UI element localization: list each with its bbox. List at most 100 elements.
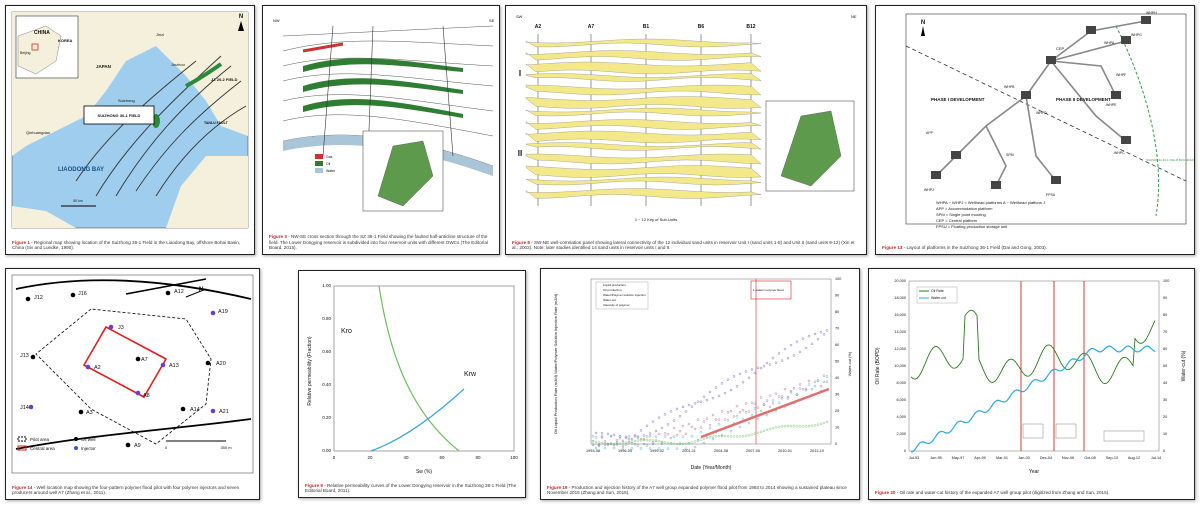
- data-point: [639, 429, 643, 432]
- data-point: [615, 439, 619, 442]
- data-point: [714, 418, 718, 421]
- data-point: [756, 366, 760, 369]
- data-point: [678, 442, 682, 446]
- data-point: [708, 427, 712, 430]
- caption: Figure 20 - Oil rate and water-cut histo…: [875, 490, 1188, 496]
- y-tick-label: 20,000: [894, 279, 906, 283]
- label: A7: [588, 24, 595, 30]
- x-tick-label: Nov-06: [1062, 456, 1074, 460]
- x-tick-label: Oct-08: [1084, 456, 1095, 460]
- data-point: [654, 435, 658, 438]
- x-tick-label: Apr-99: [974, 456, 985, 460]
- y-tick-label: 14,000: [894, 330, 906, 334]
- data-point: [642, 438, 646, 442]
- figure-panel: J12 J16 J3 A12 A19 J13 A2 A7 A13 A20 J14 A3 A8 A14 A21…: [5, 268, 260, 500]
- y2-tick-label: 0: [1163, 449, 1165, 453]
- data-point: [663, 413, 667, 416]
- x-tick-label: May-97: [952, 456, 965, 460]
- label: Beijing: [20, 51, 31, 55]
- data-point: [816, 423, 820, 426]
- data-point: [819, 330, 823, 334]
- label: 1 ~ 12 Key of Sub-Units: [635, 217, 677, 222]
- y2-tick-label: 20: [1163, 415, 1167, 419]
- data-point: [600, 432, 604, 435]
- label: Krw: [464, 371, 477, 378]
- data-point: [759, 396, 763, 399]
- data-point: [741, 408, 745, 412]
- data-point: [597, 441, 601, 444]
- label: A13: [169, 363, 179, 369]
- figure-labels: N PHASE II DEVELOPMENT PHASE I DEVELOPMENT…: [921, 11, 1194, 229]
- data-point: [660, 440, 664, 444]
- data-point: [657, 440, 661, 443]
- label: WHPE: [1106, 103, 1117, 107]
- data-point: [615, 442, 619, 446]
- x-tick-label: 1996-05: [618, 449, 632, 453]
- data-point: [738, 410, 742, 414]
- data-point: [672, 426, 676, 430]
- data-point: [735, 435, 739, 438]
- data-point: [792, 354, 796, 357]
- data-point: [636, 444, 640, 447]
- figure-panel: Oil Rate Water-cut Oil Rate (BOPD) Water-cu…: [868, 268, 1195, 500]
- figure-panel: NW SE Gas Oil Water Figure 3 - NW-SE cross s…: [262, 5, 500, 255]
- data-point: [672, 435, 676, 438]
- data-point: [750, 414, 754, 417]
- data-point: [600, 436, 604, 439]
- data-point: [732, 375, 736, 378]
- sand-unit: [525, 142, 762, 151]
- sand-unit: [525, 153, 762, 165]
- y-tick-label: 1.00: [322, 283, 331, 288]
- label: Water-cut (%): [1181, 350, 1187, 381]
- platform-layout: [905, 13, 1187, 225]
- data-point: [684, 432, 688, 435]
- figure-label: Figure 9: [305, 482, 323, 488]
- data-point: [639, 439, 643, 442]
- data-point: [825, 380, 829, 383]
- data-point: [672, 419, 676, 422]
- figure-labels: J12 J16 J3 A12 A19 J13 A2 A7 A13 A20 J14 A3 A8 A14 A21…: [20, 287, 232, 451]
- data-point: [621, 444, 625, 448]
- label: WHPA: [1104, 41, 1115, 45]
- label: N: [239, 14, 243, 20]
- data-point: [687, 442, 691, 445]
- data-point: [633, 434, 637, 437]
- map-figure: [11, 11, 249, 229]
- label: B12: [746, 24, 755, 30]
- caption: Figure 19 - Production and injection his…: [547, 485, 853, 496]
- sand-unit: [525, 73, 762, 82]
- data-point: [657, 432, 661, 436]
- data-point: [651, 442, 655, 446]
- data-point: [786, 395, 790, 399]
- x-tick-label: 0: [333, 455, 336, 460]
- label: Oil: [326, 162, 331, 166]
- data-point: [714, 386, 718, 389]
- sand-unit: [525, 130, 762, 144]
- data-point: [603, 443, 607, 446]
- y-tick-label: 0: [904, 449, 906, 453]
- x-tick-label: 2001-11: [682, 449, 696, 453]
- data-point: [711, 413, 715, 417]
- oil-well: [78, 409, 84, 415]
- data-point: [651, 441, 655, 444]
- data-point: [717, 418, 721, 421]
- data-point: [813, 384, 817, 388]
- data-point: [795, 393, 799, 396]
- data-point: [822, 380, 826, 384]
- label: Water: [326, 169, 336, 173]
- oil-rate-chart: [908, 280, 1160, 453]
- data-point: [645, 444, 649, 447]
- label: 50 km: [73, 199, 83, 203]
- y2-tick-label: 80: [1163, 313, 1167, 317]
- data-point: [762, 403, 766, 406]
- label: SUIZHONG 36-1 FIELD BOUNDARY: [1146, 158, 1194, 162]
- label: B1: [643, 24, 650, 30]
- data-point: [747, 421, 751, 425]
- sand-unit: [525, 107, 762, 117]
- data-point: [624, 435, 628, 438]
- data-point: [756, 406, 760, 409]
- y-tick-label: 0.60: [322, 349, 331, 354]
- sand-unit: [525, 61, 762, 75]
- figure-label: Figure 13: [882, 245, 903, 251]
- data-point: [621, 441, 625, 445]
